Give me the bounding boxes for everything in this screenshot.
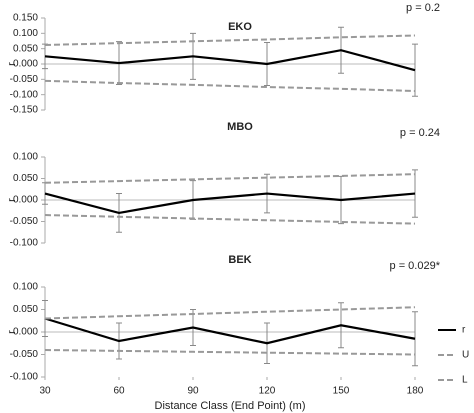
y-axis-label: r bbox=[6, 62, 18, 66]
series-line bbox=[44, 173, 416, 184]
x-axis-label: Distance Class (End Point) (m) bbox=[155, 400, 306, 412]
panel-title: BEK bbox=[228, 254, 251, 266]
y-tick-label: 0.100 bbox=[13, 282, 38, 293]
y-tick-label: -0.050 bbox=[10, 216, 39, 227]
series-line bbox=[44, 79, 416, 92]
x-tick-label: 60 bbox=[113, 386, 125, 397]
y-tick-label: 0.050 bbox=[13, 304, 38, 315]
y-tick-label: 0.150 bbox=[13, 13, 38, 24]
legend-label: U bbox=[462, 350, 469, 361]
series-line bbox=[44, 49, 416, 72]
error-bar bbox=[412, 43, 418, 97]
series-line bbox=[44, 306, 416, 320]
x-tick-label: 30 bbox=[39, 386, 51, 397]
y-axis-label: r bbox=[6, 198, 18, 202]
legend-label: L bbox=[462, 375, 468, 386]
legend-label: r bbox=[462, 325, 466, 336]
annotation: p = 0.24 bbox=[400, 127, 440, 139]
y-tick-label: -0.100 bbox=[10, 89, 39, 100]
x-tick-label: 150 bbox=[333, 386, 350, 397]
y-tick-label: 0.050 bbox=[13, 43, 38, 54]
y-tick-label: 0.100 bbox=[13, 28, 38, 39]
panel-title: MBO bbox=[227, 121, 253, 133]
annotation: p = 0.2 bbox=[406, 2, 440, 14]
y-tick-label: -0.050 bbox=[10, 74, 39, 85]
series-line bbox=[44, 317, 416, 345]
series-line bbox=[44, 349, 416, 356]
y-tick-label: -0.150 bbox=[10, 105, 39, 116]
y-tick-label: 0.100 bbox=[13, 152, 38, 163]
series-line bbox=[44, 214, 416, 225]
y-tick-label: 0.000 bbox=[13, 195, 38, 206]
y-axis-label: r bbox=[6, 330, 18, 334]
series-line bbox=[44, 192, 416, 215]
y-tick-label: 0.000 bbox=[13, 327, 38, 338]
y-tick-label: -0.100 bbox=[10, 238, 39, 249]
x-tick-label: 120 bbox=[259, 386, 276, 397]
x-tick-label: 180 bbox=[407, 386, 424, 397]
y-tick-label: -0.100 bbox=[10, 372, 39, 383]
y-tick-label: -0.050 bbox=[10, 349, 39, 360]
y-tick-label: 0.000 bbox=[13, 59, 38, 70]
x-tick-label: 90 bbox=[187, 386, 199, 397]
annotation: p = 0.029* bbox=[390, 260, 441, 272]
y-tick-label: 0.050 bbox=[13, 173, 38, 184]
series-line bbox=[44, 34, 416, 46]
panel-title: EKO bbox=[228, 21, 252, 33]
